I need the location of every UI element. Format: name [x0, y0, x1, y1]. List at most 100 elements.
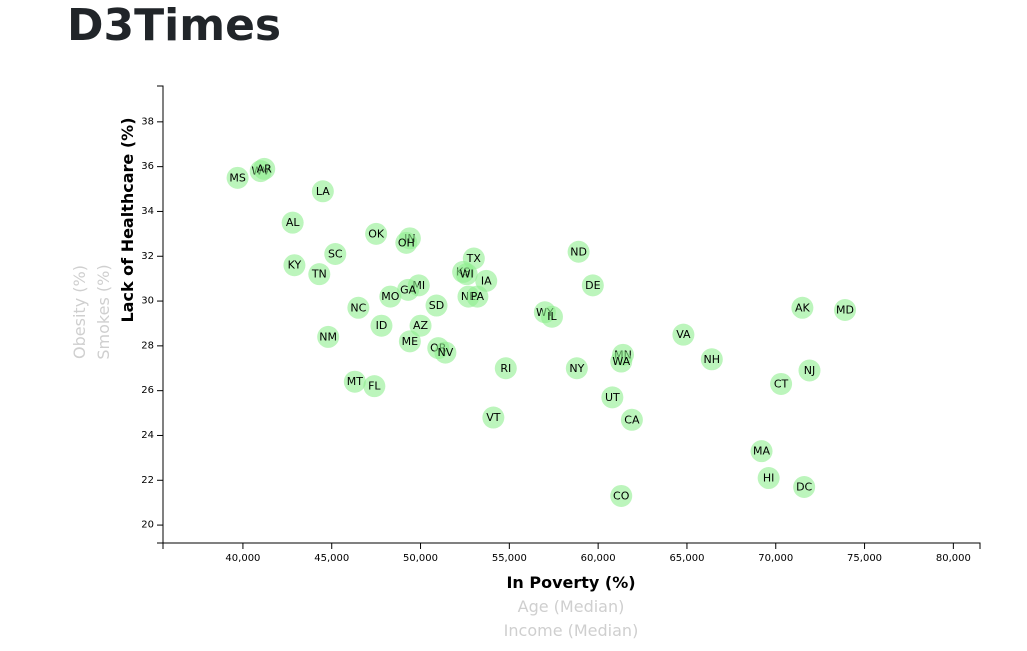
state-circle[interactable]: [565, 357, 588, 380]
state-point[interactable]: IL: [540, 305, 563, 328]
state-point[interactable]: HI: [757, 467, 780, 490]
x-axis-title-active[interactable]: In Poverty (%): [506, 573, 635, 592]
state-abbr-label: KY: [288, 259, 302, 272]
x-tick: 80,000: [936, 543, 971, 564]
state-point[interactable]: ME: [398, 330, 421, 353]
state-point[interactable]: WA: [610, 350, 633, 373]
state-circle[interactable]: [395, 231, 418, 254]
state-point[interactable]: AL: [281, 211, 304, 234]
state-point[interactable]: OH: [395, 231, 418, 254]
state-point[interactable]: FL: [363, 375, 386, 398]
state-point[interactable]: NC: [347, 296, 370, 319]
y-axis-title-active[interactable]: Lack of Healthcare (%): [118, 117, 137, 322]
state-circle[interactable]: [700, 348, 723, 371]
state-circle[interactable]: [482, 406, 505, 429]
state-circle[interactable]: [308, 263, 331, 286]
state-circle[interactable]: [466, 285, 489, 308]
state-point[interactable]: MD: [834, 299, 857, 322]
state-point[interactable]: SD: [425, 294, 448, 317]
state-circle[interactable]: [311, 180, 334, 203]
state-circle[interactable]: [434, 341, 457, 364]
state-circle[interactable]: [757, 467, 780, 490]
state-point[interactable]: MS: [226, 166, 249, 189]
y-axis-title-smokes[interactable]: Smokes (%): [94, 264, 113, 359]
state-point[interactable]: MO: [379, 285, 402, 308]
data-points: MSWVARLAALOKINOHSCKYTNTXKSWIIANDDEMIGAMO…: [226, 157, 857, 507]
state-point[interactable]: AZ: [409, 314, 432, 337]
state-point[interactable]: CA: [620, 408, 643, 431]
state-point[interactable]: NY: [565, 357, 588, 380]
state-circle[interactable]: [610, 350, 633, 373]
state-point[interactable]: NH: [700, 348, 723, 371]
page-title: D3Times: [67, 0, 282, 51]
state-point[interactable]: DC: [793, 475, 816, 498]
state-point[interactable]: NJ: [798, 359, 821, 382]
state-circle[interactable]: [581, 274, 604, 297]
state-circle[interactable]: [343, 370, 366, 393]
x-axis-title-age[interactable]: Age (Median): [518, 597, 625, 616]
state-circle[interactable]: [610, 484, 633, 507]
state-point[interactable]: ID: [370, 314, 393, 337]
state-point[interactable]: UT: [601, 386, 624, 409]
state-point[interactable]: LA: [311, 180, 334, 203]
state-circle[interactable]: [409, 314, 432, 337]
state-circle[interactable]: [540, 305, 563, 328]
y-axis-title-obesity[interactable]: Obesity (%): [70, 265, 89, 359]
x-axis-title-income[interactable]: Income (Median): [504, 621, 639, 640]
state-point[interactable]: TN: [308, 263, 331, 286]
state-circle[interactable]: [672, 323, 695, 346]
state-point[interactable]: RI: [494, 357, 517, 380]
state-point[interactable]: KY: [283, 254, 306, 277]
state-abbr-label: TN: [311, 268, 327, 281]
state-circle[interactable]: [793, 475, 816, 498]
state-circle[interactable]: [397, 278, 420, 301]
state-point[interactable]: AK: [791, 296, 814, 319]
state-circle[interactable]: [425, 294, 448, 317]
state-circle[interactable]: [770, 372, 793, 395]
state-point[interactable]: NM: [317, 325, 340, 348]
state-point[interactable]: CO: [610, 484, 633, 507]
state-point[interactable]: DE: [581, 274, 604, 297]
state-circle[interactable]: [324, 243, 347, 266]
state-circle[interactable]: [317, 325, 340, 348]
state-circle[interactable]: [226, 166, 249, 189]
state-abbr-label: VT: [486, 411, 501, 424]
state-circle[interactable]: [283, 254, 306, 277]
state-point[interactable]: OK: [365, 222, 388, 245]
state-circle[interactable]: [494, 357, 517, 380]
state-circle[interactable]: [370, 314, 393, 337]
state-abbr-label: SC: [328, 248, 343, 261]
state-circle[interactable]: [363, 375, 386, 398]
state-circle[interactable]: [834, 299, 857, 322]
state-circle[interactable]: [347, 296, 370, 319]
state-point[interactable]: VT: [482, 406, 505, 429]
state-abbr-label: UT: [605, 391, 620, 404]
state-point[interactable]: ND: [567, 240, 590, 263]
state-circle[interactable]: [567, 240, 590, 263]
state-circle[interactable]: [798, 359, 821, 382]
state-abbr-label: MO: [381, 290, 399, 303]
state-point[interactable]: CT: [770, 372, 793, 395]
state-circle[interactable]: [601, 386, 624, 409]
state-abbr-label: ME: [402, 335, 418, 348]
state-circle[interactable]: [379, 285, 402, 308]
state-abbr-label: AZ: [413, 319, 429, 332]
state-circle[interactable]: [253, 157, 276, 180]
state-circle[interactable]: [281, 211, 304, 234]
state-circle[interactable]: [398, 330, 421, 353]
state-point[interactable]: MA: [750, 440, 773, 463]
state-point[interactable]: PA: [466, 285, 489, 308]
state-circle[interactable]: [620, 408, 643, 431]
state-point[interactable]: NV: [434, 341, 457, 364]
state-circle[interactable]: [365, 222, 388, 245]
state-circle[interactable]: [455, 263, 478, 286]
state-circle[interactable]: [791, 296, 814, 319]
state-point[interactable]: MT: [343, 370, 366, 393]
state-point[interactable]: SC: [324, 243, 347, 266]
state-point[interactable]: WI: [455, 263, 478, 286]
state-point[interactable]: VA: [672, 323, 695, 346]
state-abbr-label: AR: [257, 162, 273, 175]
state-circle[interactable]: [750, 440, 773, 463]
state-point[interactable]: GA: [397, 278, 420, 301]
state-point[interactable]: AR: [253, 157, 276, 180]
